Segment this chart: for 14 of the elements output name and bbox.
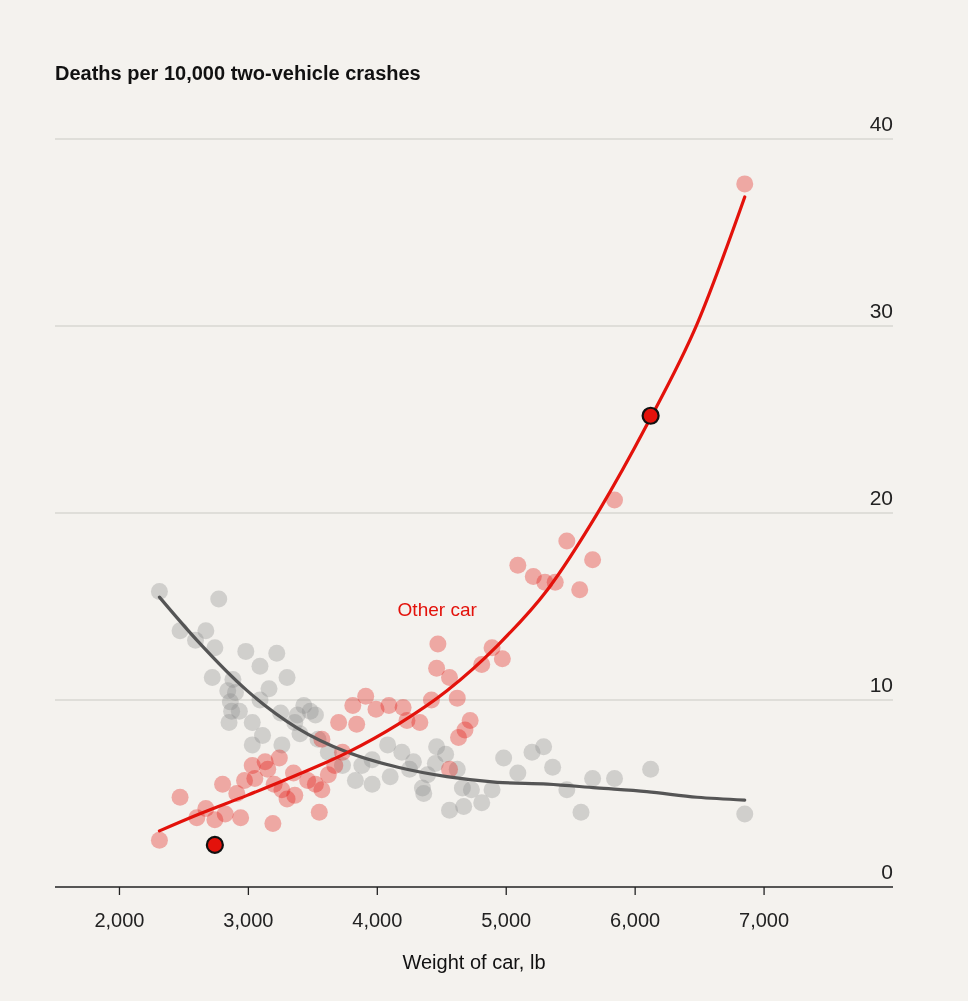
x-tick-label: 3,000 [223, 909, 274, 931]
x-tick-label: 4,000 [352, 909, 403, 931]
y-tick-label: 20 [869, 486, 893, 509]
x-tick-label: 5,000 [481, 909, 532, 931]
x-axis-title: Weight of car, lb [402, 951, 546, 973]
series-label: Other car [397, 598, 478, 620]
y-axis-title: Deaths per 10,000 two-vehicle crashes [55, 62, 421, 84]
y-tick-label: 0 [881, 860, 893, 883]
x-tick-label: 2,000 [94, 909, 145, 931]
y-tick-label: 30 [869, 299, 893, 322]
y-tick-label: 10 [869, 673, 893, 696]
x-tick-label: 6,000 [610, 909, 661, 931]
y-tick-label: 40 [869, 112, 893, 135]
x-tick-label: 7,000 [739, 909, 790, 931]
